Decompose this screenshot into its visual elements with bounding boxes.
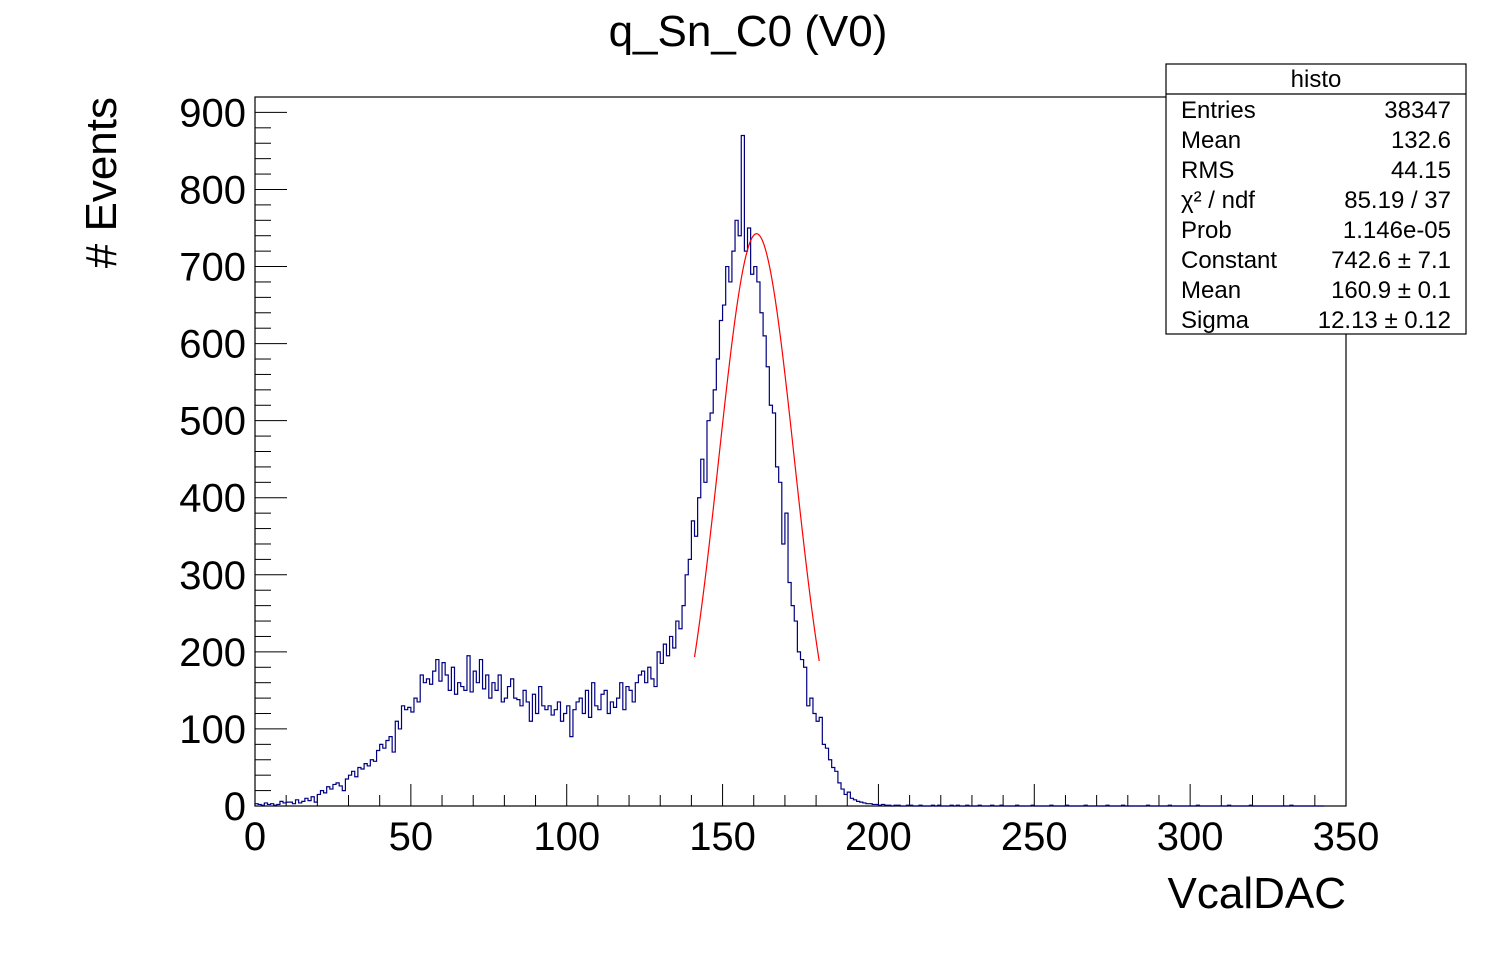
stats-row-value: 1.146e-05 <box>1343 217 1451 244</box>
x-tick-label: 200 <box>845 815 912 859</box>
y-tick-label: 500 <box>179 400 246 444</box>
stats-row-label: Entries <box>1181 97 1256 124</box>
x-axis-title: VcalDAC <box>1168 869 1347 918</box>
stats-row-label: Mean <box>1181 277 1241 304</box>
stats-box-rows: Entries 38347 Mean 132.6 RMS 44.15 χ² / ndf 85.… <box>1181 97 1451 334</box>
x-tick-label: 100 <box>533 815 600 859</box>
stats-row-label: χ² / ndf <box>1181 187 1255 214</box>
stats-row-value: 38347 <box>1384 97 1451 124</box>
y-tick-label: 100 <box>179 708 246 752</box>
chart-title: q_Sn_C0 (V0) <box>609 7 888 56</box>
x-tick-label: 250 <box>1001 815 1068 859</box>
stats-row-value: 132.6 <box>1391 127 1451 154</box>
x-tick-label: 350 <box>1313 815 1380 859</box>
y-tick-label: 700 <box>179 246 246 290</box>
stats-row-label: Prob <box>1181 217 1232 244</box>
axis-ticks <box>254 111 1347 807</box>
stats-row-value: 742.6 ± 7.1 <box>1331 247 1451 274</box>
x-tick-labels: 0 50 100 150 200 250 300 350 <box>244 815 1380 859</box>
y-tick-label: 400 <box>179 477 246 521</box>
y-tick-label: 600 <box>179 323 246 367</box>
stats-box-title: histo <box>1291 66 1342 93</box>
x-tick-label: 50 <box>389 815 434 859</box>
stats-row-value: 44.15 <box>1391 157 1451 184</box>
stats-row-label: Sigma <box>1181 307 1250 334</box>
y-tick-label: 200 <box>179 631 246 675</box>
stats-row-value: 85.19 / 37 <box>1344 187 1451 214</box>
gaussian-fit-line <box>693 233 820 662</box>
stats-row-value: 160.9 ± 0.1 <box>1331 277 1451 304</box>
stats-box-frame <box>1165 63 1467 335</box>
x-tick-label: 300 <box>1157 815 1224 859</box>
y-tick-labels: 0 100 200 300 400 500 600 700 800 900 <box>179 91 246 829</box>
x-tick-label: 0 <box>244 815 266 859</box>
y-tick-label: 900 <box>179 91 246 135</box>
y-tick-label: 300 <box>179 554 246 598</box>
histogram-series <box>254 134 1325 807</box>
stats-box: histo Entries 38347 Mean 132.6 RMS 44.15 χ² / … <box>1165 63 1467 335</box>
stats-row-value: 12.13 ± 0.12 <box>1318 307 1451 334</box>
y-tick-label: 0 <box>224 785 246 829</box>
y-axis-title: # Events <box>77 97 126 268</box>
x-tick-label: 150 <box>689 815 756 859</box>
stats-row-label: RMS <box>1181 157 1234 184</box>
stats-row-label: Mean <box>1181 127 1241 154</box>
stats-row-label: Constant <box>1181 247 1277 274</box>
y-tick-label: 800 <box>179 168 246 212</box>
